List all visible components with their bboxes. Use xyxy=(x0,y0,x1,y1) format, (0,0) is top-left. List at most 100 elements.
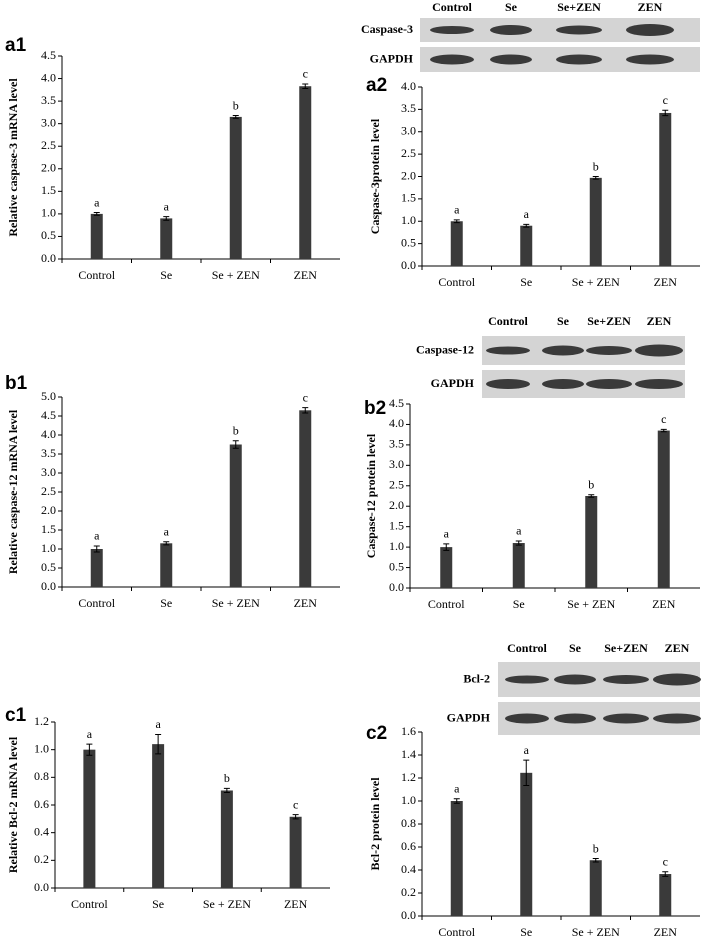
blot-band xyxy=(554,674,596,685)
y-tick-label: 2.0 xyxy=(401,168,416,182)
blot-column-label: Se xyxy=(569,641,582,655)
y-tick-label: 0.5 xyxy=(389,559,404,573)
significance-letter: a xyxy=(516,524,522,538)
blot-band xyxy=(603,713,649,724)
significance-letter: c xyxy=(663,854,668,868)
y-tick-label: 2.0 xyxy=(389,498,404,512)
significance-letter: b xyxy=(593,841,599,855)
bar xyxy=(440,547,453,588)
panel-label: b2 xyxy=(364,398,386,419)
bar xyxy=(520,225,533,266)
bar xyxy=(160,218,173,259)
significance-letter: b xyxy=(224,771,230,785)
x-tick-label: Se + ZEN xyxy=(572,275,620,289)
significance-letter: a xyxy=(524,207,530,221)
y-tick-label: 0.5 xyxy=(401,235,416,249)
panel-label: b1 xyxy=(5,373,28,394)
error-bar xyxy=(93,545,100,553)
blot-band xyxy=(542,379,584,389)
error-bar xyxy=(443,543,450,551)
bar xyxy=(229,116,242,260)
y-tick-label: 1.0 xyxy=(401,793,416,807)
blot-band xyxy=(626,54,674,65)
error-bar xyxy=(302,83,309,89)
error-bar xyxy=(662,871,669,877)
y-tick-label: 0.5 xyxy=(41,228,56,242)
y-tick-label: 3.5 xyxy=(41,93,56,107)
error-bar xyxy=(93,212,100,216)
bar xyxy=(83,749,96,888)
x-tick-label: Se + ZEN xyxy=(212,268,260,282)
blot-column-label: Se xyxy=(557,314,570,328)
blot-band xyxy=(556,25,602,35)
blot-row-label: GAPDH xyxy=(370,51,414,65)
y-tick-label: 0.0 xyxy=(41,251,56,265)
y-tick-label: 1.5 xyxy=(41,522,56,536)
blot-column-label: ZEN xyxy=(647,314,672,328)
blot-column-label: Control xyxy=(507,641,547,655)
y-tick-label: 2.5 xyxy=(41,484,56,498)
bar xyxy=(585,496,598,588)
y-tick-label: 3.5 xyxy=(401,101,416,115)
y-tick-label: 0.4 xyxy=(34,824,49,838)
x-tick-label: Control xyxy=(438,275,475,289)
significance-letter: c xyxy=(303,390,308,404)
significance-letter: a xyxy=(94,529,100,543)
blot-band xyxy=(586,346,632,355)
blot-column-label: ZEN xyxy=(665,641,690,655)
y-tick-label: 3.5 xyxy=(389,437,404,451)
significance-letter: b xyxy=(588,478,594,492)
y-tick-label: 0.0 xyxy=(41,579,56,593)
x-tick-label: ZEN xyxy=(654,275,678,289)
blot-band xyxy=(653,713,701,724)
y-tick-label: 1.5 xyxy=(41,183,56,197)
bar xyxy=(659,874,672,916)
error-bar xyxy=(163,541,170,546)
significance-letter: b xyxy=(593,159,599,173)
y-tick-label: 4.5 xyxy=(41,48,56,62)
x-tick-label: ZEN xyxy=(294,268,318,282)
y-tick-label: 1.0 xyxy=(389,539,404,553)
error-bar xyxy=(292,814,299,820)
y-tick-label: 0.6 xyxy=(34,797,49,811)
y-tick-label: 4.0 xyxy=(41,427,56,441)
y-tick-label: 0.0 xyxy=(401,258,416,272)
blot-band xyxy=(603,675,649,684)
y-tick-label: 1.5 xyxy=(401,191,416,205)
blot-column-label: Se+ZEN xyxy=(557,0,601,14)
bar xyxy=(90,213,103,259)
y-tick-label: 2.5 xyxy=(401,146,416,160)
blot-band xyxy=(430,54,474,65)
y-tick-label: 2.0 xyxy=(41,161,56,175)
y-tick-label: 0.5 xyxy=(41,560,56,574)
blot-column-label: Se+ZEN xyxy=(587,314,631,328)
error-bar xyxy=(453,798,460,804)
error-bar xyxy=(86,743,93,756)
panel-label: c2 xyxy=(366,723,387,744)
y-tick-label: 2.0 xyxy=(41,503,56,517)
significance-letter: c xyxy=(293,797,298,811)
bar xyxy=(299,410,312,587)
x-tick-label: ZEN xyxy=(294,596,318,610)
y-tick-label: 3.5 xyxy=(41,446,56,460)
y-tick-label: 0.8 xyxy=(34,769,49,783)
bar xyxy=(450,801,463,916)
blot-band xyxy=(486,379,530,389)
y-tick-label: 1.6 xyxy=(401,724,416,738)
error-bar xyxy=(660,428,667,433)
significance-letter: a xyxy=(155,717,161,731)
error-bar xyxy=(523,223,530,228)
significance-letter: c xyxy=(663,93,668,107)
y-tick-label: 5.0 xyxy=(41,389,56,403)
panel-label: a2 xyxy=(366,75,387,96)
y-axis-label: Relative Bcl-2 mRNA level xyxy=(6,736,20,873)
blot-column-label: Se+ZEN xyxy=(604,641,648,655)
blot-band xyxy=(586,379,632,389)
bar xyxy=(520,772,533,916)
x-tick-label: Control xyxy=(438,925,475,939)
error-bar xyxy=(588,494,595,498)
bar xyxy=(220,790,233,888)
y-tick-label: 3.0 xyxy=(41,115,56,129)
error-bar xyxy=(223,787,230,794)
